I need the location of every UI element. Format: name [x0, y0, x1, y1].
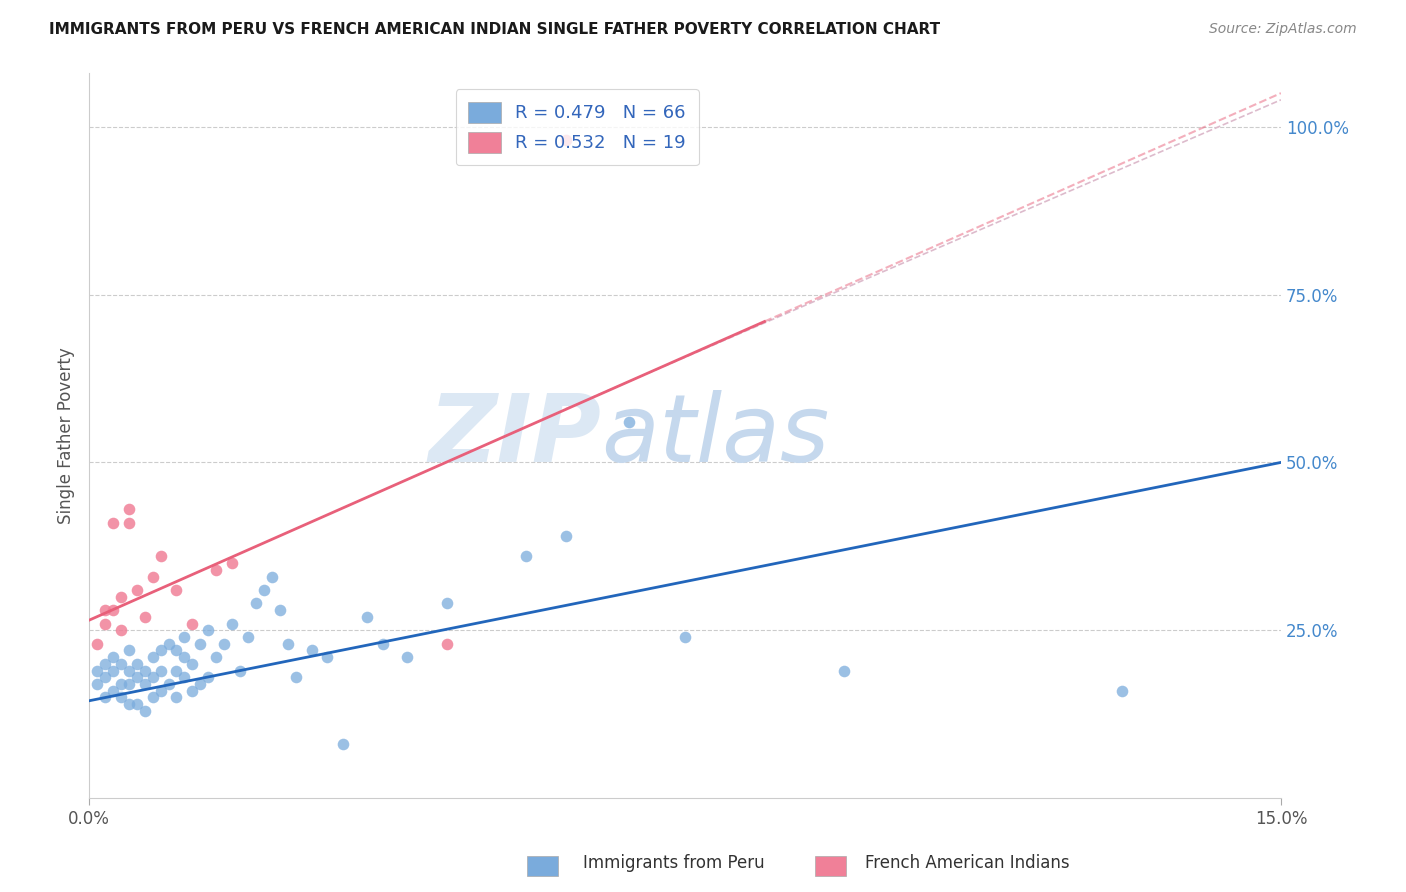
Point — [149, 683, 172, 698]
Text: IMMIGRANTS FROM PERU VS FRENCH AMERICAN INDIAN SINGLE FATHER POVERTY CORRELATION: IMMIGRANTS FROM PERU VS FRENCH AMERICAN … — [49, 22, 941, 37]
Text: Immigrants from Peru: Immigrants from Peru — [583, 855, 765, 872]
Point — [149, 643, 172, 657]
Point — [157, 637, 180, 651]
Point — [212, 637, 235, 651]
Point — [173, 630, 195, 644]
Point — [134, 664, 156, 678]
Point — [125, 582, 148, 597]
Point — [284, 670, 307, 684]
Point — [86, 637, 108, 651]
Point — [86, 664, 108, 678]
Point — [260, 569, 283, 583]
Point — [166, 643, 188, 657]
Point — [253, 582, 276, 597]
Point — [197, 670, 219, 684]
Point — [245, 596, 267, 610]
Point — [316, 650, 339, 665]
Point — [110, 624, 132, 638]
Point — [554, 133, 576, 147]
Point — [554, 529, 576, 543]
Point — [619, 415, 641, 429]
Point — [181, 683, 204, 698]
Point — [142, 670, 165, 684]
Point — [269, 603, 291, 617]
Point — [142, 569, 165, 583]
Point — [118, 697, 141, 711]
Point — [832, 664, 855, 678]
Point — [134, 610, 156, 624]
Point — [94, 603, 117, 617]
Point — [166, 690, 188, 705]
Point — [277, 637, 299, 651]
Point — [181, 616, 204, 631]
Point — [125, 657, 148, 671]
Text: atlas: atlas — [602, 390, 830, 481]
Point — [221, 556, 243, 570]
Point — [142, 690, 165, 705]
Point — [101, 516, 124, 530]
Point — [94, 657, 117, 671]
Point — [205, 650, 228, 665]
Y-axis label: Single Father Poverty: Single Father Poverty — [58, 347, 75, 524]
Point — [118, 502, 141, 516]
Point — [94, 690, 117, 705]
Point — [188, 677, 211, 691]
Point — [301, 643, 323, 657]
Point — [229, 664, 252, 678]
Point — [515, 549, 537, 564]
Text: French American Indians: French American Indians — [865, 855, 1070, 872]
Point — [673, 630, 696, 644]
Point — [166, 582, 188, 597]
Point — [181, 657, 204, 671]
Point — [356, 610, 378, 624]
Point — [173, 670, 195, 684]
Point — [371, 637, 394, 651]
Point — [395, 650, 418, 665]
Point — [173, 650, 195, 665]
Point — [118, 516, 141, 530]
Point — [118, 677, 141, 691]
Point — [86, 677, 108, 691]
Point — [188, 637, 211, 651]
Point — [149, 549, 172, 564]
Point — [1111, 683, 1133, 698]
Point — [436, 596, 458, 610]
Text: Source: ZipAtlas.com: Source: ZipAtlas.com — [1209, 22, 1357, 37]
Point — [142, 650, 165, 665]
Point — [436, 637, 458, 651]
Point — [134, 677, 156, 691]
Text: ZIP: ZIP — [429, 390, 602, 482]
Point — [166, 664, 188, 678]
Point — [101, 683, 124, 698]
Point — [101, 664, 124, 678]
Point — [197, 624, 219, 638]
Point — [157, 677, 180, 691]
Point — [101, 650, 124, 665]
Point — [221, 616, 243, 631]
Point — [101, 603, 124, 617]
Point — [118, 664, 141, 678]
Point — [149, 664, 172, 678]
Point — [94, 670, 117, 684]
Point — [125, 697, 148, 711]
Point — [110, 677, 132, 691]
Point — [332, 738, 354, 752]
Point — [118, 643, 141, 657]
Point — [236, 630, 259, 644]
Legend: R = 0.479   N = 66, R = 0.532   N = 19: R = 0.479 N = 66, R = 0.532 N = 19 — [456, 89, 699, 165]
Point — [110, 657, 132, 671]
Point — [125, 670, 148, 684]
Point — [94, 616, 117, 631]
Point — [205, 563, 228, 577]
Point — [134, 704, 156, 718]
Point — [110, 590, 132, 604]
Point — [110, 690, 132, 705]
